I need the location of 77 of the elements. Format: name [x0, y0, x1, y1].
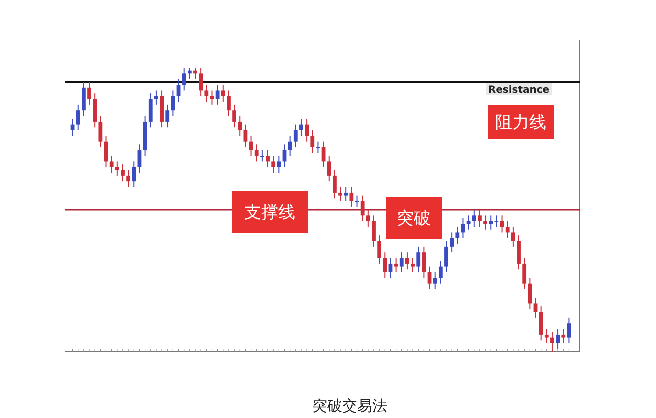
- candlestick: [194, 68, 198, 80]
- candlestick: [88, 82, 92, 106]
- candlestick: [444, 240, 448, 273]
- candlestick: [400, 252, 404, 273]
- candlestick: [76, 104, 80, 131]
- text: 突破交易法: [312, 397, 388, 415]
- candlestick: [383, 252, 388, 279]
- candlestick: [188, 68, 192, 80]
- candlestick: [232, 104, 236, 128]
- candlestick: [456, 226, 460, 245]
- candlestick: [539, 306, 544, 342]
- candlestick: [300, 118, 304, 137]
- candlestick: [422, 246, 426, 279]
- candlestick: [305, 118, 310, 142]
- candlestick: [438, 260, 443, 284]
- candlestick: [484, 215, 488, 230]
- candlestick: [238, 116, 242, 137]
- candlestick: [154, 90, 158, 106]
- candlestick: [272, 156, 276, 174]
- candlestick: [93, 93, 98, 128]
- candlestick: [171, 90, 176, 117]
- candlestick: [110, 156, 114, 174]
- candlestick: [327, 156, 332, 182]
- candlestick: [366, 210, 370, 228]
- candlestick: [372, 215, 376, 248]
- candlestick: [204, 84, 209, 103]
- annotation: 突破: [397, 209, 431, 229]
- candlestick: [98, 116, 103, 148]
- candlestick: [394, 258, 398, 273]
- candlestick: [506, 220, 510, 239]
- candlestick: [378, 235, 382, 264]
- candlestick: [478, 210, 482, 228]
- candlestick: [148, 93, 153, 128]
- candlestick: [310, 130, 315, 154]
- candlestick: [132, 161, 136, 188]
- candlestick: [344, 186, 348, 202]
- candlestick: [82, 82, 86, 117]
- candlestick: [466, 215, 471, 230]
- candlestick: [266, 150, 270, 168]
- candlestick: [433, 272, 438, 290]
- candlestick: [216, 84, 220, 106]
- candlestick: [562, 328, 566, 344]
- ref-line-label: Resistance: [488, 85, 550, 96]
- candlestick: [406, 252, 410, 270]
- candlestick: [556, 328, 560, 350]
- candlestick: [294, 124, 298, 148]
- candlestick: [244, 124, 248, 148]
- candlestick: [182, 68, 186, 92]
- candlestick: [411, 258, 415, 273]
- candlestick: [227, 90, 231, 117]
- candlestick: [567, 317, 572, 344]
- candlestick: [472, 210, 476, 228]
- candlestick: [511, 226, 516, 248]
- candlestick: [522, 258, 527, 290]
- candlestick: [450, 232, 454, 254]
- candlestick: [428, 266, 432, 290]
- candlestick: [221, 84, 226, 103]
- annotation: 阻力线: [496, 113, 546, 133]
- candlestick: [360, 195, 365, 222]
- annotation: 支撑线: [244, 203, 296, 223]
- candlestick: [332, 170, 337, 200]
- candlestick: [288, 136, 292, 157]
- candlestick: [115, 161, 120, 176]
- candlestick: [544, 328, 549, 344]
- candlestick: [517, 235, 521, 270]
- candlestick: [199, 68, 204, 97]
- candlestick: [121, 164, 125, 182]
- candlestick: [126, 170, 131, 188]
- candlestick: [176, 78, 181, 103]
- candlestick: [528, 278, 532, 310]
- candlestick: [416, 246, 421, 273]
- candlestick: [254, 144, 259, 162]
- candlestick: [166, 104, 170, 128]
- candlestick: [277, 156, 282, 174]
- candlestick: [260, 150, 264, 162]
- candlestick: [338, 186, 342, 202]
- candlestick: [350, 186, 354, 208]
